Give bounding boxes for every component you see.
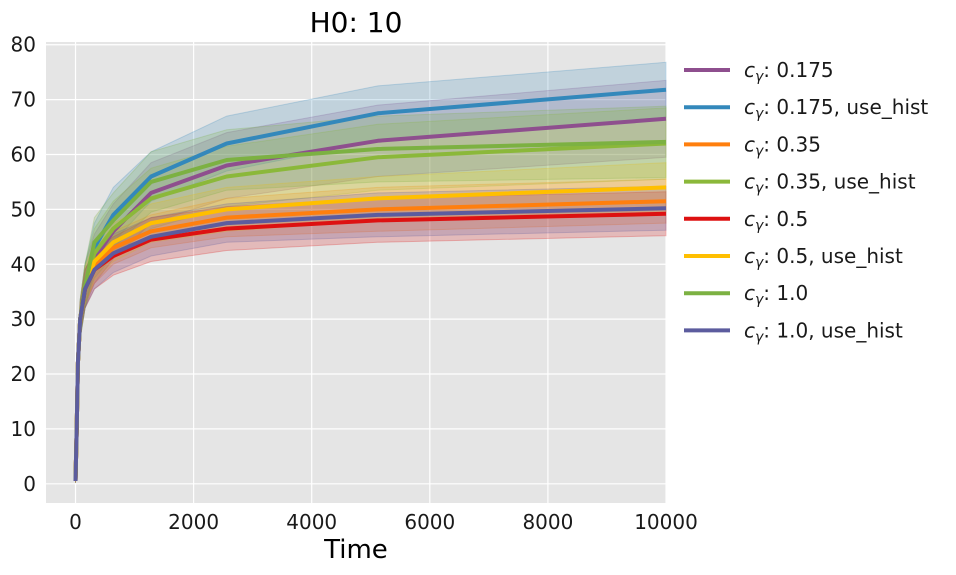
legend-label: cγ: 0.5	[744, 207, 808, 234]
legend-label: cγ: 0.35, use_hist	[744, 170, 916, 197]
y-tick-label: 0	[23, 472, 36, 496]
x-tick-label: 6000	[404, 510, 455, 534]
y-tick-label: 70	[11, 88, 36, 112]
grid	[46, 42, 667, 503]
y-tick-label: 80	[11, 33, 36, 57]
y-tick-label: 50	[11, 197, 36, 221]
y-tick-label: 10	[11, 417, 36, 441]
legend-label: cγ: 0.175, use_hist	[744, 95, 928, 122]
x-tick-label: 2000	[168, 510, 219, 534]
y-tick-label: 60	[11, 143, 36, 167]
x-axis-ticks: 0 2000 4000 6000 8000 10000	[69, 510, 698, 534]
legend-label: cγ: 1.0	[744, 281, 808, 308]
legend: cγ: 0.175 cγ: 0.175, use_hist cγ: 0.35 cγ: …	[684, 58, 928, 345]
y-tick-label: 20	[11, 362, 36, 386]
series-lines	[73, 87, 667, 482]
chart-title: H0: 10	[310, 6, 403, 39]
x-axis-title: Time	[323, 535, 388, 565]
legend-label: cγ: 1.0, use_hist	[744, 318, 903, 345]
legend-label: cγ: 0.175	[744, 58, 834, 85]
y-axis-ticks: 0 10 20 30 40 50 60 70 80	[11, 33, 36, 496]
legend-label: cγ: 0.5, use_hist	[744, 244, 903, 271]
y-tick-label: 40	[11, 252, 36, 276]
legend-label: cγ: 0.35	[744, 132, 821, 159]
x-tick-label: 0	[69, 510, 82, 534]
series-line	[73, 206, 667, 482]
x-tick-label: 10000	[634, 510, 698, 534]
x-tick-label: 4000	[286, 510, 337, 534]
y-tick-label: 30	[11, 307, 36, 331]
x-tick-label: 8000	[522, 510, 573, 534]
